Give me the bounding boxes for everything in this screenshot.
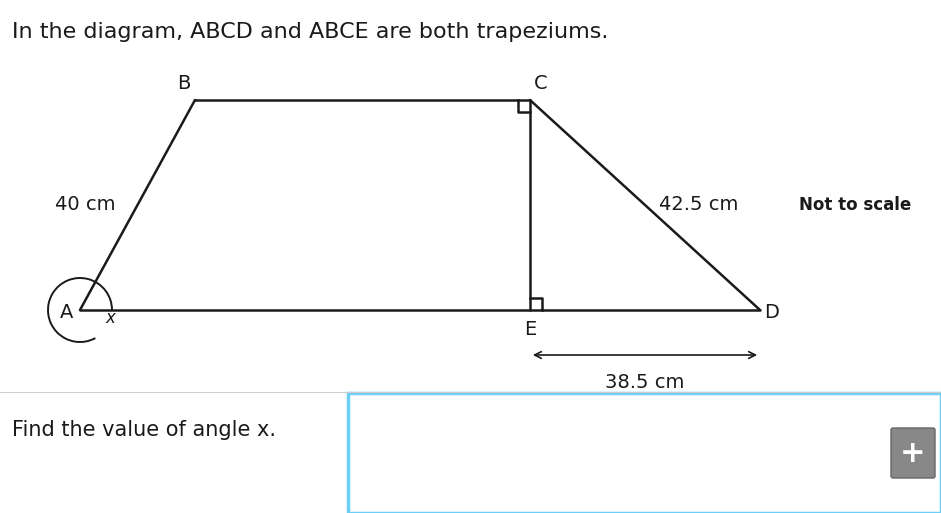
Text: 42.5 cm: 42.5 cm bbox=[659, 195, 739, 214]
Text: 38.5 cm: 38.5 cm bbox=[605, 373, 685, 392]
Text: 40 cm: 40 cm bbox=[55, 195, 116, 214]
Text: B: B bbox=[178, 74, 191, 93]
Bar bbox=[348, 393, 941, 513]
FancyBboxPatch shape bbox=[891, 428, 935, 478]
Text: Find the value of angle x.: Find the value of angle x. bbox=[12, 420, 276, 440]
Text: E: E bbox=[524, 320, 536, 339]
Text: x: x bbox=[105, 309, 115, 327]
Text: Not to scale: Not to scale bbox=[799, 196, 911, 214]
Text: D: D bbox=[764, 303, 779, 322]
Text: A: A bbox=[59, 303, 73, 322]
Text: +: + bbox=[901, 439, 926, 467]
Text: C: C bbox=[534, 74, 548, 93]
Text: In the diagram, ABCD and ABCE are both trapeziums.: In the diagram, ABCD and ABCE are both t… bbox=[12, 22, 609, 42]
